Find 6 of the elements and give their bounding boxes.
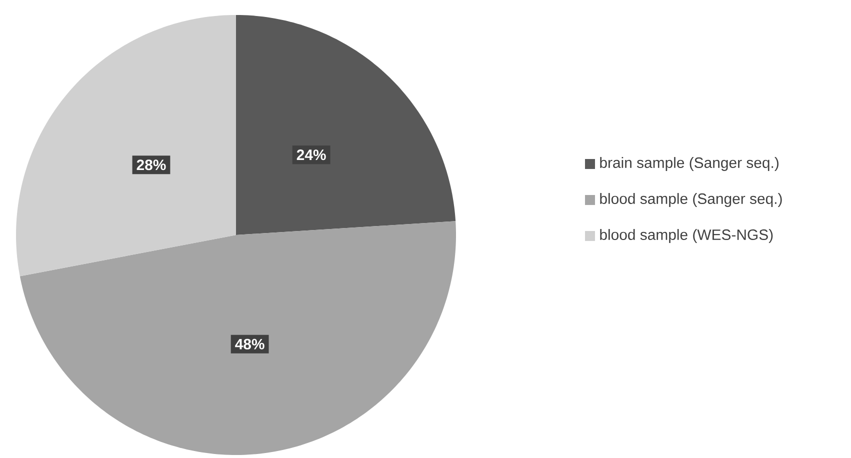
data-label: 28%	[136, 160, 166, 170]
data-label: 48%	[235, 338, 264, 350]
data-label: 24%	[296, 150, 326, 160]
legend-label: brain sample (Sanger seq.)	[600, 157, 778, 171]
legend-label: blood sample (Sanger seq.)	[600, 193, 782, 207]
legend-label: blood sample (WES-NGS)	[600, 229, 773, 243]
